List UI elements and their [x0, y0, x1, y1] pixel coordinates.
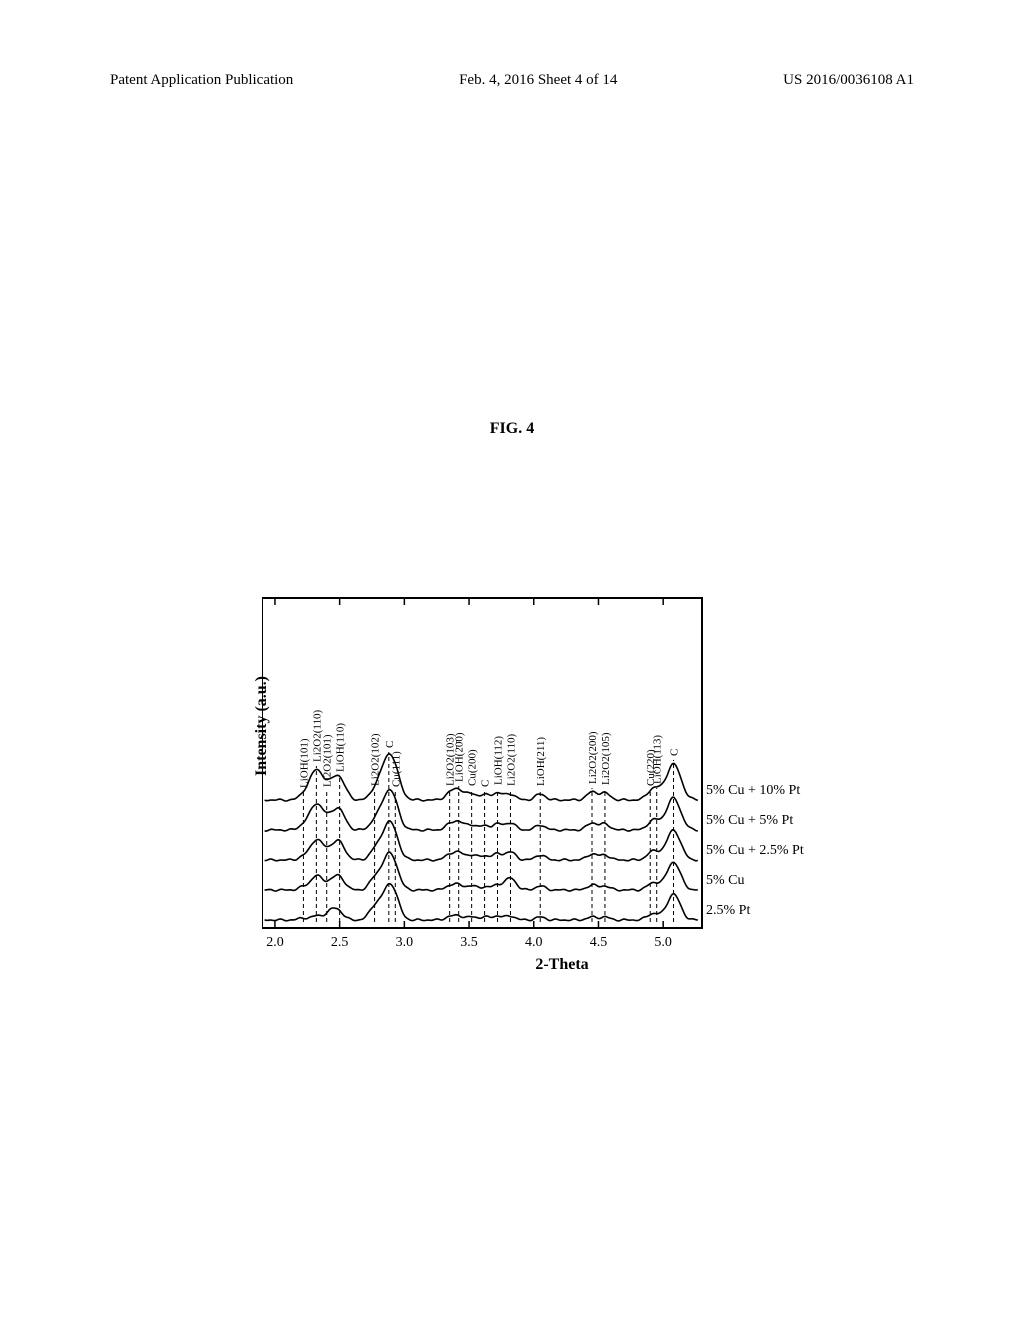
svg-text:C: C [669, 749, 681, 756]
svg-text:2.5% Pt: 2.5% Pt [706, 903, 750, 918]
figure-label: FIG. 4 [162, 420, 862, 438]
svg-text:C: C [384, 741, 396, 748]
svg-text:3.5: 3.5 [460, 935, 478, 950]
header-left: Patent Application Publication [110, 72, 293, 89]
figure-wrapper: FIG. 4 Intensity (a.u.) 2.0 2.5 3.0 3.5 4.0 4… [162, 420, 862, 974]
y-axis-label: Intensity (a.u.) [253, 676, 271, 776]
svg-text:2.0: 2.0 [266, 935, 284, 950]
svg-text:4.0: 4.0 [525, 935, 543, 950]
svg-text:LiOH(113): LiOH(113) [652, 735, 664, 784]
xrd-plot: 2.02.53.03.54.04.55.0LiOH(101)Li2O2(110)… [262, 478, 822, 952]
svg-text:2.5: 2.5 [331, 935, 349, 950]
svg-text:Li2O2(105): Li2O2(105) [600, 732, 612, 785]
svg-text:3.0: 3.0 [396, 935, 414, 950]
svg-text:C: C [480, 780, 492, 787]
svg-text:Cu(200): Cu(200) [467, 749, 479, 786]
svg-text:Li2O2(102): Li2O2(102) [370, 733, 382, 786]
svg-text:LiOH(112): LiOH(112) [493, 736, 505, 785]
svg-text:5% Cu: 5% Cu [706, 873, 745, 888]
header-center: Feb. 4, 2016 Sheet 4 of 14 [459, 72, 617, 89]
svg-text:LiOH(110): LiOH(110) [335, 723, 347, 772]
svg-text:5% Cu + 5% Pt: 5% Cu + 5% Pt [706, 813, 793, 828]
svg-text:4.5: 4.5 [590, 935, 608, 950]
svg-text:5% Cu + 10% Pt: 5% Cu + 10% Pt [706, 783, 800, 798]
svg-text:Li2O2(200): Li2O2(200) [587, 731, 599, 784]
header-right: US 2016/0036108 A1 [783, 72, 914, 89]
svg-text:5% Cu + 2.5% Pt: 5% Cu + 2.5% Pt [706, 843, 804, 858]
x-axis-label: 2-Theta [262, 956, 862, 974]
svg-text:LiOH(211): LiOH(211) [535, 737, 547, 786]
page-header: Patent Application Publication Feb. 4, 2… [0, 72, 1024, 89]
svg-text:5.0: 5.0 [654, 935, 672, 950]
svg-text:Li2O2(110): Li2O2(110) [505, 734, 517, 786]
chart-container: Intensity (a.u.) 2.02.53.03.54.04.55.0Li… [262, 478, 862, 974]
svg-text:LiOH(2̄0̄0): LiOH(2̄0̄0) [454, 732, 466, 782]
